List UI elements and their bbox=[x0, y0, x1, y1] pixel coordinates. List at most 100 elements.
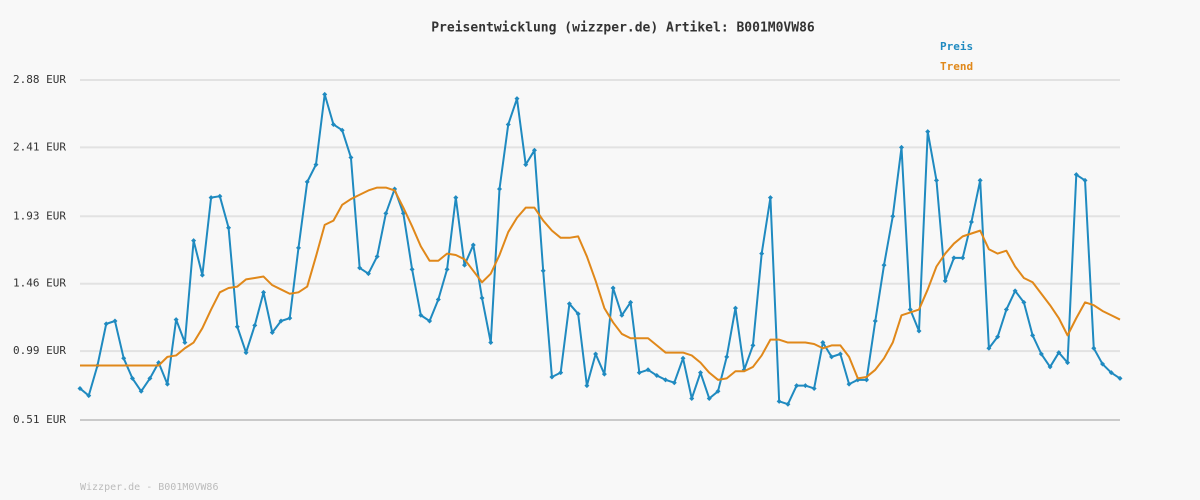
data-point bbox=[435, 296, 441, 302]
data-point bbox=[933, 177, 939, 183]
data-point bbox=[549, 374, 555, 380]
legend-label: Preis bbox=[940, 40, 973, 53]
data-point bbox=[829, 354, 835, 360]
y-tick-label: 0.99 EUR bbox=[13, 344, 66, 357]
data-point bbox=[252, 322, 258, 328]
data-point bbox=[837, 351, 843, 357]
data-point bbox=[698, 370, 704, 376]
data-point bbox=[663, 377, 669, 383]
data-point bbox=[138, 388, 144, 394]
data-point bbox=[322, 91, 328, 97]
data-point bbox=[811, 385, 817, 391]
data-point bbox=[409, 266, 415, 272]
data-point bbox=[951, 255, 957, 261]
data-point bbox=[785, 401, 791, 407]
data-point bbox=[680, 355, 686, 361]
data-point bbox=[304, 179, 310, 185]
data-point bbox=[558, 370, 564, 376]
data-point bbox=[462, 262, 468, 268]
data-point bbox=[1012, 288, 1018, 294]
data-point bbox=[1073, 172, 1079, 178]
data-point bbox=[121, 355, 127, 361]
data-point bbox=[339, 127, 345, 133]
data-point bbox=[313, 162, 319, 168]
data-point bbox=[217, 193, 223, 199]
data-point bbox=[968, 219, 974, 225]
data-point bbox=[348, 154, 354, 160]
data-point bbox=[715, 388, 721, 394]
data-point bbox=[1056, 350, 1062, 356]
data-point bbox=[601, 371, 607, 377]
data-point bbox=[593, 351, 599, 357]
data-point bbox=[182, 340, 188, 346]
data-point bbox=[357, 265, 363, 271]
data-point bbox=[881, 262, 887, 268]
y-tick-label: 2.88 EUR bbox=[13, 73, 66, 86]
data-point bbox=[112, 318, 118, 324]
data-point bbox=[619, 312, 625, 318]
data-point bbox=[365, 271, 371, 277]
data-point bbox=[820, 340, 826, 346]
data-point bbox=[147, 375, 153, 381]
y-tick-label: 0.51 EUR bbox=[13, 413, 66, 426]
y-tick-label: 1.46 EUR bbox=[13, 277, 66, 290]
data-point bbox=[496, 186, 502, 192]
data-point bbox=[610, 285, 616, 291]
data-point bbox=[234, 324, 240, 330]
data-point bbox=[243, 350, 249, 356]
chart-title: Preisentwicklung (wizzper.de) Artikel: B… bbox=[431, 21, 815, 36]
data-point bbox=[907, 307, 913, 313]
data-point bbox=[208, 195, 214, 201]
data-point bbox=[645, 367, 651, 373]
data-point bbox=[287, 315, 293, 321]
legend-label: Trend bbox=[940, 60, 973, 73]
data-point bbox=[226, 225, 232, 231]
data-point bbox=[453, 195, 459, 201]
data-point bbox=[278, 318, 284, 324]
data-point bbox=[759, 251, 765, 257]
data-point bbox=[1117, 375, 1123, 381]
data-point bbox=[995, 334, 1001, 340]
data-point bbox=[427, 318, 433, 324]
data-point bbox=[531, 147, 537, 153]
data-point bbox=[295, 245, 301, 251]
data-point bbox=[566, 301, 572, 307]
data-point bbox=[1021, 299, 1027, 305]
data-point bbox=[671, 380, 677, 386]
series-line bbox=[80, 186, 1121, 381]
data-point bbox=[802, 383, 808, 389]
data-point bbox=[1030, 332, 1036, 338]
data-point bbox=[960, 255, 966, 261]
data-point bbox=[846, 381, 852, 387]
y-tick-label: 2.41 EUR bbox=[13, 140, 66, 153]
data-point bbox=[470, 242, 476, 248]
data-point bbox=[269, 329, 275, 335]
data-point bbox=[925, 129, 931, 135]
data-point bbox=[1003, 307, 1009, 313]
data-point bbox=[1065, 360, 1071, 366]
data-point bbox=[444, 266, 450, 272]
data-point bbox=[505, 121, 511, 127]
data-point bbox=[77, 385, 83, 391]
data-point bbox=[1100, 361, 1106, 367]
data-point bbox=[977, 177, 983, 183]
data-point bbox=[191, 238, 197, 244]
data-point bbox=[479, 295, 485, 301]
data-point bbox=[654, 373, 660, 379]
data-point bbox=[540, 268, 546, 274]
data-point bbox=[418, 312, 424, 318]
data-point bbox=[1082, 177, 1088, 183]
data-point bbox=[1091, 345, 1097, 351]
data-point bbox=[767, 195, 773, 201]
data-point bbox=[523, 162, 529, 168]
data-point bbox=[794, 383, 800, 389]
data-point bbox=[261, 289, 267, 295]
data-point bbox=[872, 318, 878, 324]
data-point bbox=[890, 213, 896, 219]
data-point bbox=[488, 340, 494, 346]
data-point bbox=[916, 328, 922, 334]
data-point bbox=[1038, 351, 1044, 357]
y-tick-label: 1.93 EUR bbox=[13, 209, 66, 222]
